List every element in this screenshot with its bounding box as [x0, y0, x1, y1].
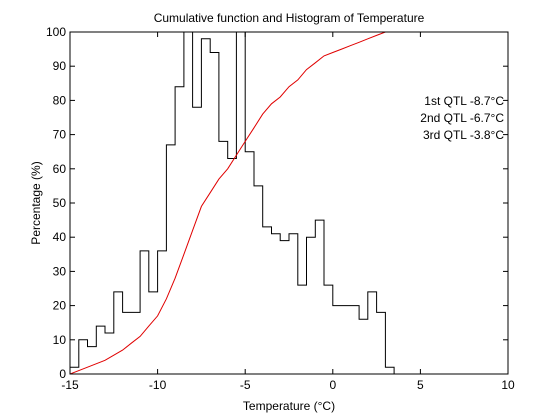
y-tick-label: 20	[53, 299, 67, 313]
series-layer	[70, 32, 508, 374]
x-axis-ticks: -15 -10 -5 0 5 10	[61, 32, 515, 392]
x-tick-label: 10	[501, 378, 515, 392]
y-tick-label: 50	[53, 196, 67, 210]
y-tick-label: 30	[53, 264, 67, 278]
x-axis-label: Temperature (°C)	[243, 399, 335, 413]
histogram-series	[70, 32, 403, 374]
y-tick-label: 60	[53, 162, 67, 176]
y-tick-label: 100	[46, 25, 66, 39]
y-tick-label: 0	[59, 367, 66, 381]
y-axis-label: Percentage (%)	[29, 161, 43, 244]
chart-title: Cumulative function and Histogram of Tem…	[154, 11, 425, 25]
x-tick-label: 5	[417, 378, 424, 392]
x-tick-label: 0	[329, 378, 336, 392]
y-tick-label: 40	[53, 230, 67, 244]
y-tick-label: 10	[53, 333, 67, 347]
annotation-q3: 3rd QTL -3.8°C	[423, 128, 504, 142]
annotation-q1: 1st QTL -8.7°C	[424, 94, 504, 108]
y-tick-label: 90	[53, 59, 67, 73]
cumulative-series	[70, 32, 508, 374]
annotation-q2: 2nd QTL -6.7°C	[420, 111, 504, 125]
quantile-annotations: 1st QTL -8.7°C 2nd QTL -6.7°C 3rd QTL -3…	[420, 94, 504, 142]
x-tick-label: -5	[240, 378, 251, 392]
y-axis-ticks: 0 10 20 30 40 50 60 70 80 90 100	[46, 25, 508, 381]
x-tick-label: -10	[149, 378, 167, 392]
y-tick-label: 70	[53, 128, 67, 142]
y-tick-label: 80	[53, 93, 67, 107]
plot-area	[70, 32, 508, 374]
x-tick-label: -15	[61, 378, 79, 392]
